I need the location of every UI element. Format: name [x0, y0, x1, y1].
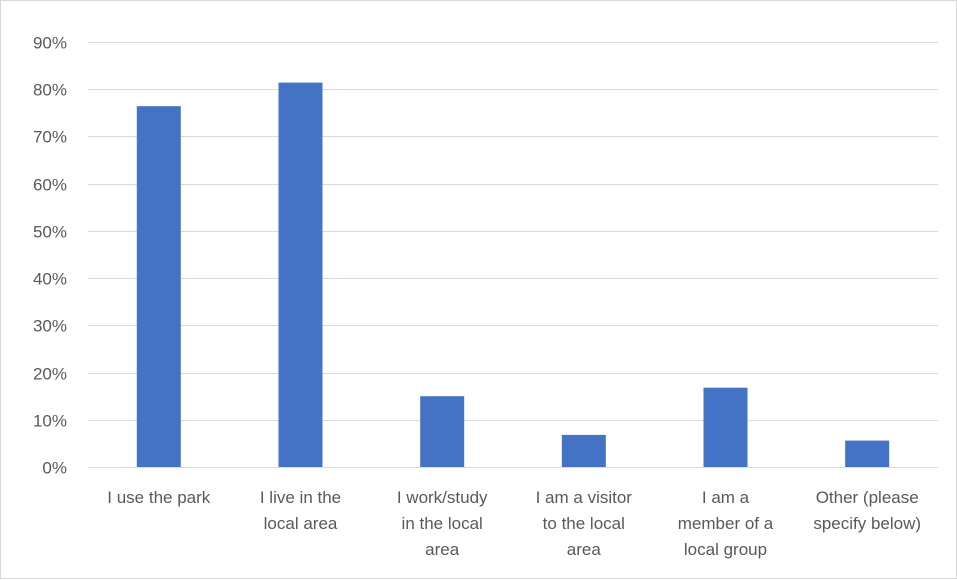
- bar: [136, 106, 181, 467]
- bar: [420, 396, 465, 467]
- bars: [136, 82, 890, 467]
- x-category-label: area: [425, 540, 460, 559]
- bar: [561, 434, 606, 467]
- x-category-label: I am a: [702, 488, 750, 507]
- x-category-label: I use the park: [107, 488, 211, 507]
- y-tick-label: 40%: [33, 270, 67, 289]
- x-category-label: local area: [264, 514, 338, 533]
- y-tick-label: 90%: [33, 34, 67, 53]
- x-axis-category-labels: I use the park I live in the local area I w…: [107, 488, 921, 559]
- x-category-label: area: [567, 540, 602, 559]
- y-tick-label: 50%: [33, 223, 67, 242]
- x-category-label: in the local: [402, 514, 483, 533]
- x-category-label: specify below): [813, 514, 921, 533]
- y-tick-label: 60%: [33, 176, 67, 195]
- x-category-label: I work/study: [397, 488, 488, 507]
- y-tick-label: 70%: [33, 128, 67, 147]
- x-category-label: I am a visitor: [536, 488, 633, 507]
- y-tick-label: 30%: [33, 317, 67, 336]
- y-tick-label: 0%: [42, 459, 67, 478]
- y-tick-label: 10%: [33, 412, 67, 431]
- x-category-label: to the local: [543, 514, 625, 533]
- x-category-label: member of a: [678, 514, 774, 533]
- bar: [703, 387, 748, 467]
- gridlines: [88, 42, 938, 468]
- y-axis-tick-labels: 0% 10% 20% 30% 40% 50% 60% 70% 80% 90%: [33, 34, 67, 478]
- bar: [278, 82, 323, 467]
- x-category-label: I live in the: [260, 488, 341, 507]
- y-tick-label: 20%: [33, 365, 67, 384]
- bar: [845, 440, 890, 467]
- y-tick-label: 80%: [33, 81, 67, 100]
- x-category-label: Other (please: [816, 488, 919, 507]
- x-category-label: local group: [684, 540, 767, 559]
